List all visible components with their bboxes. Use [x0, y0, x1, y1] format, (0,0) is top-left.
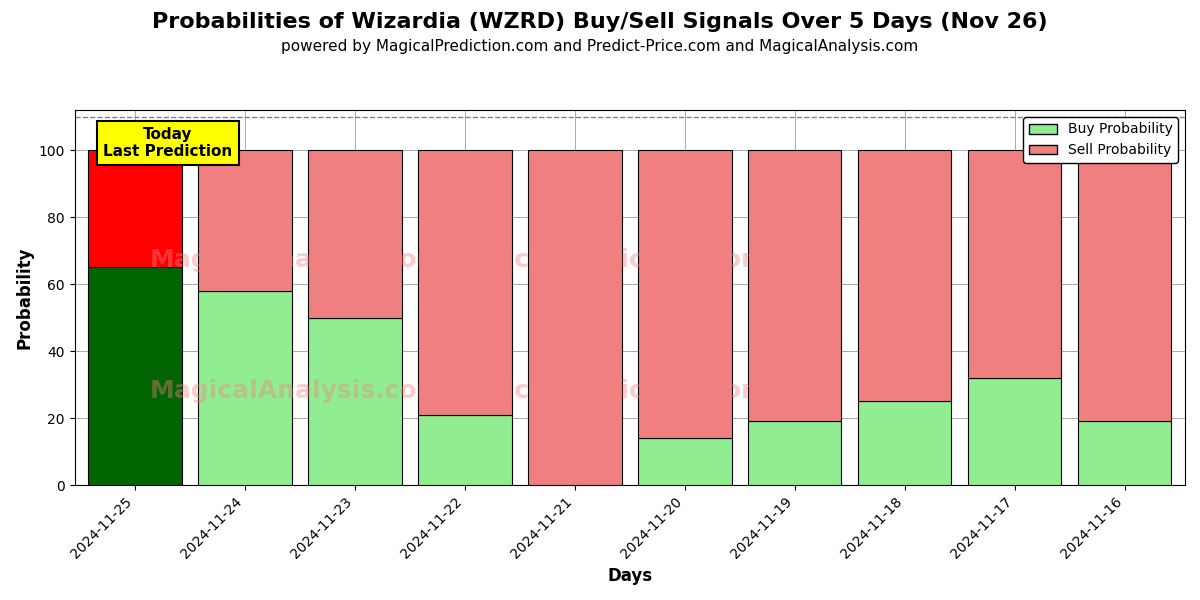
Text: powered by MagicalPrediction.com and Predict-Price.com and MagicalAnalysis.com: powered by MagicalPrediction.com and Pre…: [281, 39, 919, 54]
Text: MagicalPrediction.com: MagicalPrediction.com: [446, 248, 768, 272]
Bar: [308, 317, 402, 485]
Text: MagicalAnalysis.com: MagicalAnalysis.com: [150, 248, 444, 272]
Text: MagicalAnalysis.com: MagicalAnalysis.com: [150, 379, 444, 403]
Text: Probabilities of Wizardia (WZRD) Buy/Sell Signals Over 5 Days (Nov 26): Probabilities of Wizardia (WZRD) Buy/Sel…: [152, 12, 1048, 32]
Text: Today
Last Prediction: Today Last Prediction: [103, 127, 233, 159]
Bar: [1078, 421, 1171, 485]
Bar: [89, 150, 182, 268]
Bar: [89, 268, 182, 485]
Bar: [968, 378, 1061, 485]
Bar: [419, 150, 511, 415]
Bar: [858, 150, 952, 401]
Bar: [638, 150, 732, 438]
Bar: [198, 150, 292, 291]
Bar: [968, 150, 1061, 378]
Legend: Buy Probability, Sell Probability: Buy Probability, Sell Probability: [1024, 117, 1178, 163]
Bar: [198, 291, 292, 485]
Bar: [308, 150, 402, 317]
Text: MagicalPrediction.com: MagicalPrediction.com: [446, 379, 768, 403]
X-axis label: Days: Days: [607, 567, 653, 585]
Bar: [528, 150, 622, 485]
Y-axis label: Probability: Probability: [16, 246, 34, 349]
Bar: [638, 438, 732, 485]
Bar: [858, 401, 952, 485]
Bar: [419, 415, 511, 485]
Bar: [1078, 150, 1171, 421]
Bar: [748, 150, 841, 421]
Bar: [748, 421, 841, 485]
